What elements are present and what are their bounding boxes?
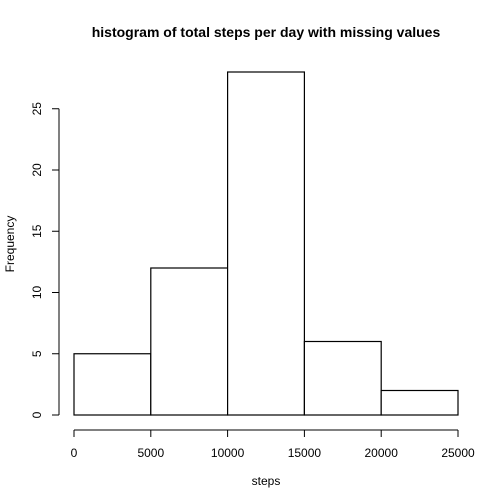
y-axis-label: Frequency (3, 216, 17, 273)
x-tick-label-1: 5000 (137, 446, 164, 460)
histogram-bar-4 (380, 389, 459, 416)
y-tick-label-4: 20 (30, 163, 44, 177)
x-tick-label-5: 25000 (441, 446, 475, 460)
x-tick-label-4: 20000 (365, 446, 399, 460)
histogram-bar-3 (303, 340, 382, 416)
y-tick-label-5: 25 (30, 102, 44, 116)
y-tick-label-2: 10 (30, 286, 44, 300)
x-tick-label-2: 10000 (211, 446, 245, 460)
histogram-bar-1 (150, 267, 229, 416)
y-tick-label-3: 15 (30, 224, 44, 238)
y-tick-label-0: 0 (30, 411, 44, 418)
x-tick-label-3: 15000 (288, 446, 322, 460)
y-tick-label-1: 5 (30, 350, 44, 357)
x-axis-label: steps (252, 474, 281, 488)
histogram-bar-0 (73, 353, 152, 416)
x-tick-label-0: 0 (71, 446, 78, 460)
histogram-bar-2 (227, 71, 306, 416)
chart-title: histogram of total steps per day with mi… (92, 24, 441, 40)
